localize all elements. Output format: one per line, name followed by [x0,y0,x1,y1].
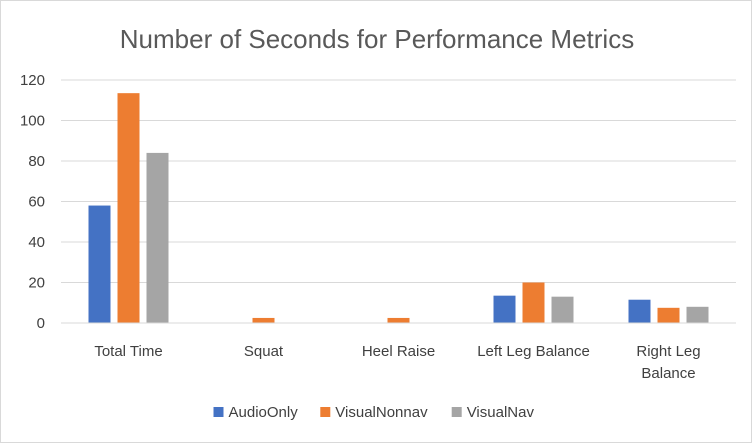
y-axis-tick-labels: 0 20 40 60 80 100 120 [20,72,45,332]
legend-label: AudioOnly [229,404,299,421]
x-category-label: Squat [244,343,284,360]
legend-swatch-visualnonnav [320,407,331,417]
y-tick-label: 60 [28,194,45,211]
y-tick-label: 40 [28,234,45,251]
bar-audioonly [628,299,651,323]
bar-visualnav [146,152,169,323]
legend-label: VisualNav [467,404,535,421]
y-tick-label: 120 [20,72,45,89]
bar-visualnonnav [522,282,545,323]
legend-swatch-visualnav [451,407,462,417]
legend-label: VisualNonnav [335,404,428,421]
y-tick-label: 100 [20,113,45,130]
y-tick-label: 0 [37,315,45,332]
bar-audioonly [88,205,111,323]
legend: AudioOnly VisualNonnav VisualNav [213,404,535,421]
x-category-label: Total Time [94,343,162,360]
x-axis-category-labels: Total Time Squat Heel Raise Left Leg Balanc… [94,343,700,382]
x-category-label: Right Leg Balance [636,343,700,382]
bars [88,93,709,323]
bar-visualnav [551,296,574,323]
bar-visualnonnav [117,93,140,323]
bar-visualnonnav [387,317,410,323]
x-category-label: Heel Raise [362,343,435,360]
bar-visualnonnav [657,307,680,323]
bar-visualnav [686,306,709,323]
gridlines [61,79,736,283]
x-category-label: Left Leg Balance [477,343,590,360]
y-tick-label: 20 [28,275,45,292]
bar-visualnonnav [252,317,275,323]
legend-swatch-audioonly [213,407,224,417]
bar-audioonly [493,295,516,323]
y-tick-label: 80 [28,153,45,170]
chart-title: Number of Seconds for Performance Metric… [120,24,634,54]
